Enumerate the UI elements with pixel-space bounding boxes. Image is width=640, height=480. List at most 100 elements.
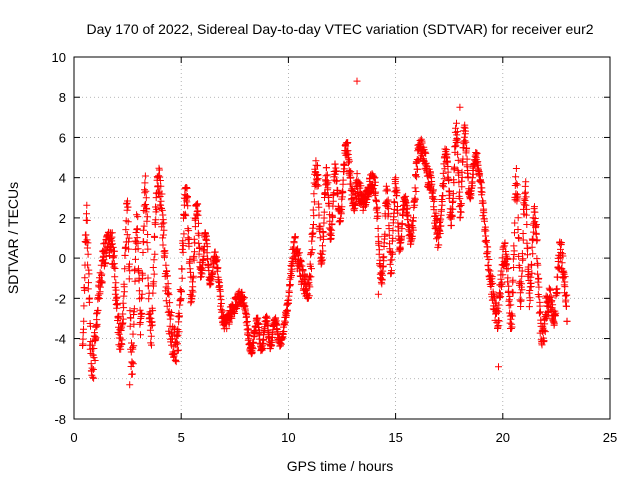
- data-point: [535, 293, 543, 301]
- data-point: [166, 299, 174, 307]
- data-point: [354, 178, 362, 186]
- data-point: [190, 256, 198, 264]
- data-point: [323, 164, 330, 172]
- data-point: [538, 341, 546, 349]
- data-point: [353, 170, 361, 178]
- data-point: [140, 238, 148, 246]
- data-point: [134, 245, 142, 253]
- data-point: [522, 193, 530, 201]
- data-point: [489, 279, 497, 287]
- data-point: [113, 301, 121, 309]
- data-point: [84, 239, 92, 247]
- data-point: [147, 314, 155, 322]
- data-point: [214, 264, 222, 272]
- data-point: [519, 230, 527, 237]
- data-point: [328, 220, 336, 228]
- data-point: [91, 357, 99, 364]
- data-point: [178, 288, 185, 296]
- data-point: [447, 221, 455, 229]
- data-point: [531, 215, 539, 222]
- data-point: [527, 283, 535, 290]
- data-point: [112, 279, 120, 287]
- data-point: [389, 234, 397, 242]
- data-point: [288, 272, 295, 279]
- data-point: [84, 285, 92, 293]
- y-tick-label: 0: [59, 251, 66, 266]
- data-point: [505, 282, 513, 290]
- data-point: [118, 336, 126, 344]
- data-point: [127, 314, 135, 322]
- data-point: [195, 239, 203, 247]
- data-point: [398, 232, 406, 240]
- data-point: [153, 205, 161, 213]
- data-point: [519, 255, 527, 263]
- chart-title: Day 170 of 2022, Sidereal Day-to-day VTE…: [86, 21, 593, 37]
- data-point: [155, 172, 163, 180]
- data-point: [213, 256, 221, 264]
- data-point: [337, 214, 345, 222]
- x-axis-label: GPS time / hours: [287, 458, 394, 474]
- data-point: [144, 274, 152, 282]
- data-point-peak: [353, 77, 361, 85]
- data-point: [88, 364, 96, 372]
- data-point: [525, 303, 533, 311]
- data-point: [141, 179, 149, 187]
- y-tick-label: 10: [52, 50, 66, 65]
- data-point: [382, 182, 390, 190]
- data-point: [374, 212, 382, 220]
- data-point: [443, 150, 451, 158]
- data-point: [408, 232, 416, 240]
- data-point: [119, 315, 127, 323]
- data-point: [488, 273, 496, 281]
- tick-labels: 0 5 10 15 20 25 -8 -6 -4 -2 0 2 4 6 8 10: [52, 50, 618, 445]
- data-point: [373, 198, 380, 206]
- data-point: [531, 208, 539, 216]
- data-point: [519, 236, 527, 244]
- data-point: [149, 289, 157, 297]
- data-point: [509, 276, 517, 284]
- data-point: [522, 188, 529, 196]
- data-point: [412, 188, 420, 195]
- data-point: [388, 267, 395, 275]
- data-point: [162, 261, 170, 269]
- data-point: [137, 331, 144, 339]
- data-point: [130, 342, 138, 350]
- data-point: [169, 335, 176, 343]
- data-point: [436, 230, 444, 237]
- data-point: [487, 271, 495, 279]
- data-point: [325, 194, 333, 201]
- data-point: [130, 305, 138, 313]
- data-point: [549, 301, 557, 309]
- data-point: [100, 240, 108, 248]
- data-point: [302, 286, 310, 294]
- data-point: [529, 250, 537, 258]
- axis-ticks: [73, 56, 611, 420]
- data-point: [193, 208, 201, 216]
- data-point: [503, 255, 511, 263]
- data-point: [90, 354, 98, 362]
- data-point: [285, 289, 293, 296]
- data-point: [310, 198, 318, 206]
- data-point: [514, 214, 522, 222]
- data-point: [83, 210, 90, 218]
- data-point: [329, 213, 337, 221]
- data-point: [546, 286, 554, 294]
- data-point: [98, 278, 106, 286]
- data-point: [133, 211, 141, 219]
- data-point: [87, 360, 95, 368]
- data-point: [175, 318, 183, 326]
- data-point: [413, 156, 421, 163]
- data-point: [534, 261, 542, 269]
- data-point: [158, 190, 166, 198]
- data-point: [167, 309, 175, 316]
- data-point: [391, 199, 399, 207]
- data-point: [512, 173, 520, 181]
- data-point: [493, 304, 501, 312]
- data-point: [453, 119, 460, 127]
- data-point: [307, 273, 315, 281]
- data-point: [183, 184, 191, 192]
- data-point: [120, 288, 128, 296]
- data-point: [129, 360, 137, 368]
- data-point: [527, 273, 535, 281]
- data-point-peak: [456, 103, 464, 111]
